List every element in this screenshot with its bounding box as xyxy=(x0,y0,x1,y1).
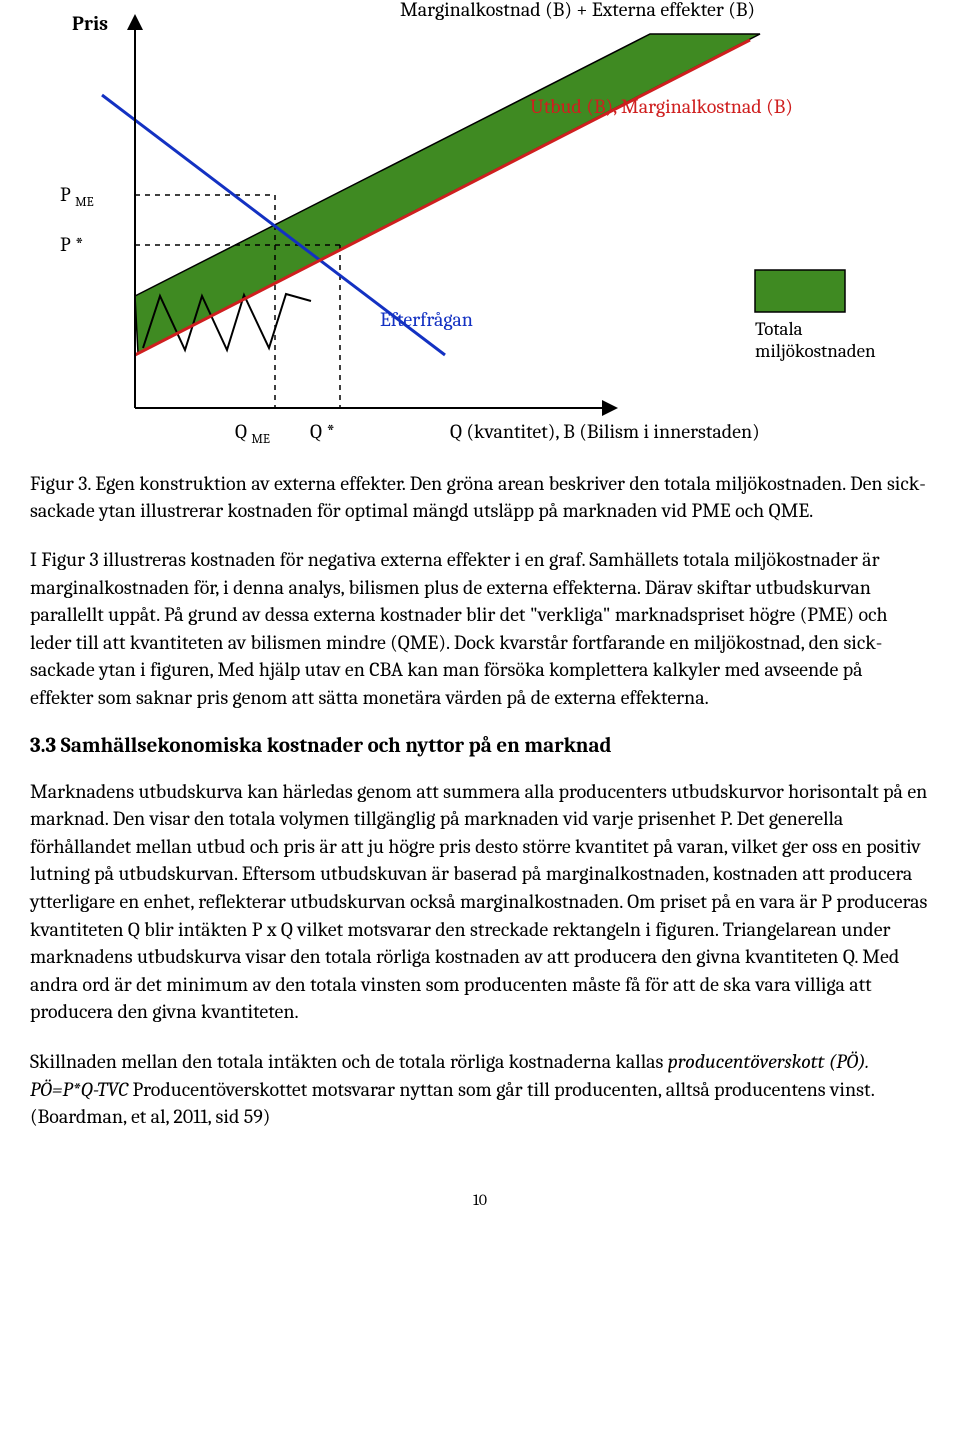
demand-label: Efterfrågan xyxy=(380,308,473,331)
figure-caption: Figur 3. Egen konstruktion av externa ef… xyxy=(30,470,930,524)
x-axis-label: Q (kvantitet), B (Bilism i innerstaden) xyxy=(450,420,760,443)
p3-c: Producentöverskottet motsvarar nyttan so… xyxy=(30,1078,874,1129)
legend-line2: miljökostnaden xyxy=(755,340,876,362)
y-tick-label: P * xyxy=(60,233,84,256)
y-tick-label: P ME xyxy=(60,183,94,210)
chart-svg xyxy=(30,0,930,460)
supply-label: Utbud (B), Marginalkostnad (B) xyxy=(530,95,793,118)
figure-3-chart: Pris Marginalkostnad (B) + Externa effek… xyxy=(30,0,930,460)
legend-line1: Totala xyxy=(755,318,803,340)
paragraph-3: Skillnaden mellan den totala intäkten oc… xyxy=(30,1048,930,1131)
msc-label: Marginalkostnad (B) + Externa effekter (… xyxy=(400,0,755,21)
p3-a: Skillnaden mellan den totala intäkten oc… xyxy=(30,1050,668,1073)
x-tick-label: Q * xyxy=(310,420,335,443)
y-axis-label: Pris xyxy=(72,12,108,35)
paragraph-2: Marknadens utbudskurva kan härledas geno… xyxy=(30,778,930,1026)
section-heading: 3.3 Samhällsekonomiska kostnader och nyt… xyxy=(30,734,930,758)
page-number: 10 xyxy=(30,1191,930,1209)
paragraph-1: I Figur 3 illustreras kostnaden för nega… xyxy=(30,546,930,712)
x-tick-label: Q ME xyxy=(235,420,270,447)
